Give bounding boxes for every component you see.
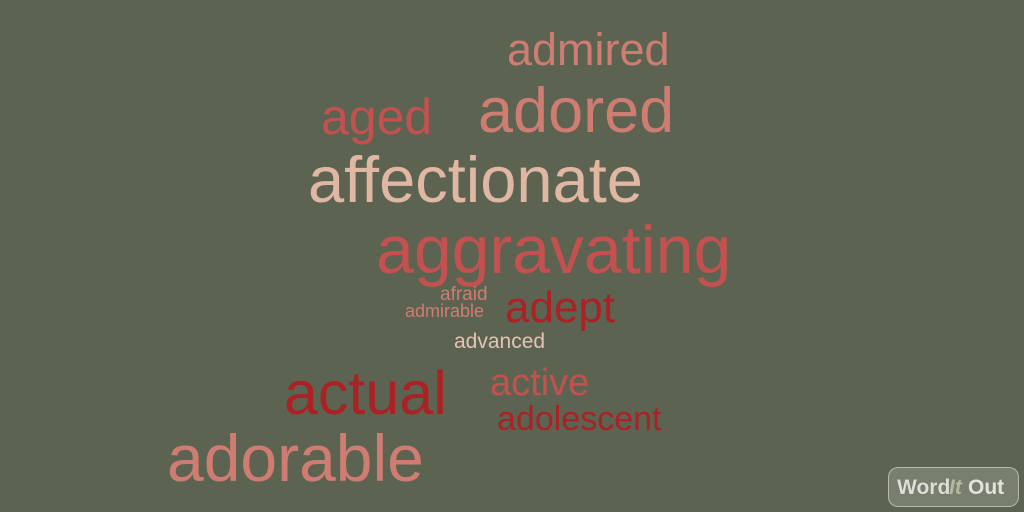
word-aggravating: aggravating	[376, 212, 732, 288]
word-actual: actual	[284, 359, 447, 427]
word-affectionate: affectionate	[308, 143, 643, 216]
logo-text-it: It	[949, 476, 962, 499]
word-adorable: adorable	[167, 421, 424, 495]
word-aged: aged	[321, 89, 433, 145]
worditout-logo[interactable]: Word It Out	[888, 467, 1019, 507]
word-admired: admired	[507, 24, 670, 75]
word-afraid: afraid	[440, 284, 488, 305]
logo-text-out: Out	[968, 476, 1005, 499]
word-adolescent: adolescent	[497, 400, 662, 438]
word-advanced: advanced	[454, 330, 546, 353]
word-active: active	[490, 362, 590, 404]
word-admirable: admirable	[405, 301, 485, 321]
logo-text-word: Word	[897, 476, 951, 499]
word-adored: adored	[478, 76, 675, 146]
word-adept: adept	[505, 283, 616, 332]
